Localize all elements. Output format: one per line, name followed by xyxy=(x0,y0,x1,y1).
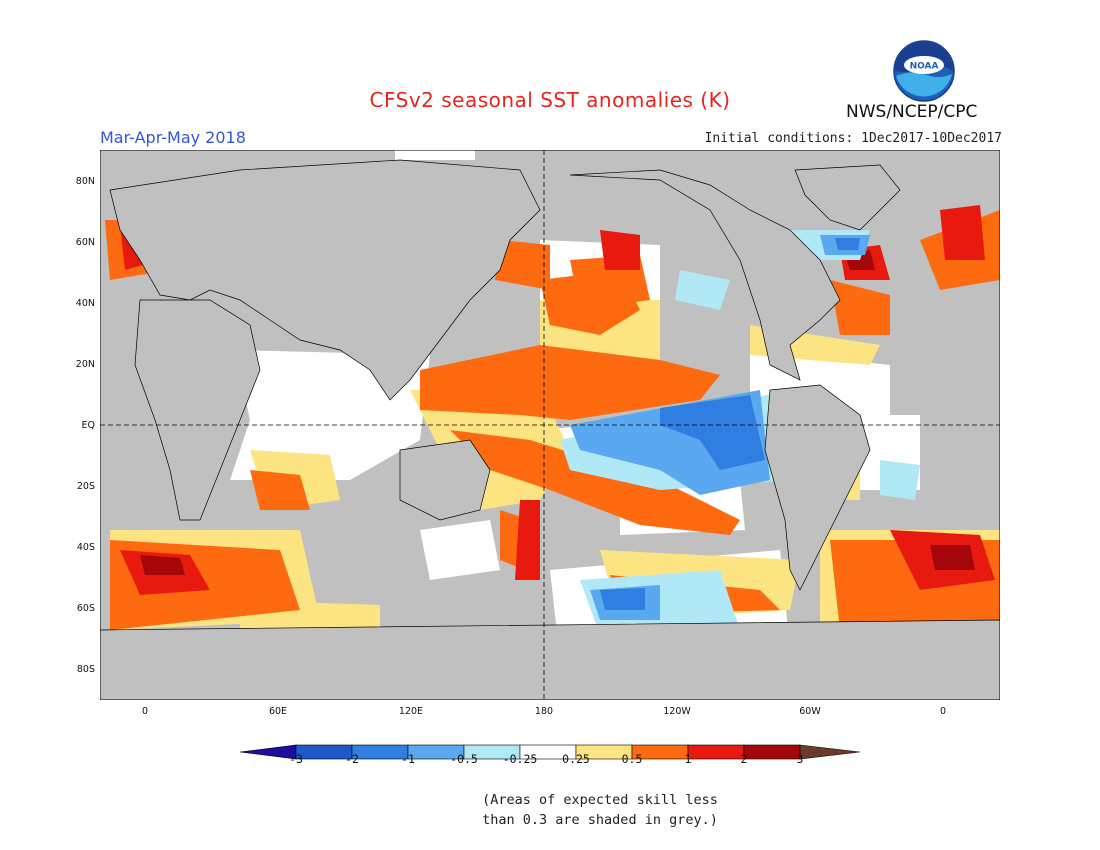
svg-text:80S: 80S xyxy=(77,664,95,675)
svg-text:60N: 60N xyxy=(76,237,95,248)
footnote: (Areas of expected skill less than 0.3 a… xyxy=(470,790,730,830)
svg-text:120E: 120E xyxy=(399,706,423,717)
land xyxy=(100,159,1000,700)
x-axis-labels: 0 60E 120E 180 120W 60W 0 xyxy=(142,706,946,717)
svg-text:60E: 60E xyxy=(269,706,287,717)
colorbar-label: -0.5 xyxy=(450,752,478,766)
svg-text:60S: 60S xyxy=(77,603,95,614)
svg-text:0: 0 xyxy=(940,706,946,717)
colorbar-label: -0.25 xyxy=(502,752,538,766)
colorbar-seg-9 xyxy=(743,744,801,760)
colorbar-label: -2 xyxy=(345,752,359,766)
colorbar-label: -3 xyxy=(289,752,303,766)
svg-text:20S: 20S xyxy=(77,481,95,492)
colorbar-seg-1 xyxy=(295,744,353,760)
svg-text:EQ: EQ xyxy=(82,420,95,431)
sst-anomaly-map xyxy=(100,150,1000,700)
colorbar-seg-0 xyxy=(240,744,297,760)
noaa-logo-icon: NOAA xyxy=(893,40,955,102)
svg-text:60W: 60W xyxy=(799,706,821,717)
map-title: CFSv2 seasonal SST anomalies (K) xyxy=(369,88,731,112)
organization-label: NWS/NCEP/CPC xyxy=(846,102,978,122)
svg-text:80N: 80N xyxy=(76,176,95,187)
colorbar-label: 0.25 xyxy=(562,752,590,766)
footnote-line-1: (Areas of expected skill less xyxy=(482,792,718,808)
strong-cool-areas xyxy=(600,238,860,610)
colorbar-label: -1 xyxy=(401,752,415,766)
svg-text:20N: 20N xyxy=(76,359,95,370)
colorbar-label: 2 xyxy=(740,752,748,766)
colorbar xyxy=(240,744,860,760)
colorbar-seg-2 xyxy=(351,744,409,760)
logo-text: NOAA xyxy=(910,62,939,72)
footnote-line-2: than 0.3 are shaded in grey.) xyxy=(482,812,718,828)
season-label: Mar-Apr-May 2018 xyxy=(100,128,246,147)
y-axis-labels: 80N 60N 40N 20N EQ 20S 40S 60S 80S xyxy=(76,176,95,675)
colorbar-label: 3 xyxy=(796,752,804,766)
svg-text:40N: 40N xyxy=(76,298,95,309)
svg-text:40S: 40S xyxy=(77,542,95,553)
svg-text:120W: 120W xyxy=(663,706,691,717)
colorbar-seg-10 xyxy=(799,744,860,760)
svg-text:180: 180 xyxy=(535,706,553,717)
colorbar-seg-8 xyxy=(687,744,745,760)
colorbar-label: 1 xyxy=(684,752,692,766)
colorbar-label: 0.5 xyxy=(621,752,643,766)
svg-text:0: 0 xyxy=(142,706,148,717)
initial-conditions: Initial conditions: 1Dec2017-10Dec2017 xyxy=(704,131,1002,146)
